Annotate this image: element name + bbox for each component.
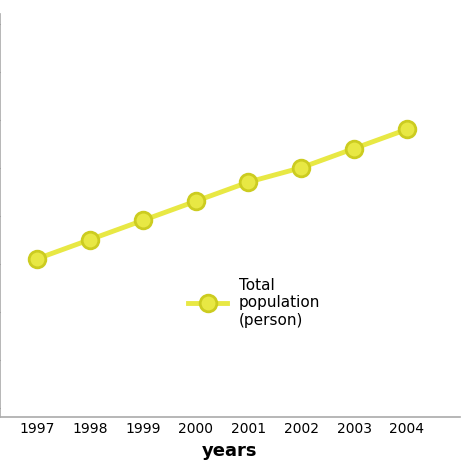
Total
population
(person) — [140, 218, 146, 223]
Total
population
(person) — [193, 199, 199, 204]
Total
population
(person) — [404, 127, 410, 132]
Total
population
(person) — [351, 146, 357, 151]
Total
population
(person) — [246, 179, 251, 185]
Legend: Total
population
(person): Total population (person) — [182, 272, 327, 334]
X-axis label: years: years — [202, 442, 258, 459]
Total
population
(person) — [87, 237, 93, 243]
Total
population
(person) — [299, 165, 304, 171]
Line: Total
population
(person): Total population (person) — [28, 121, 415, 267]
Total
population
(person) — [34, 256, 40, 262]
